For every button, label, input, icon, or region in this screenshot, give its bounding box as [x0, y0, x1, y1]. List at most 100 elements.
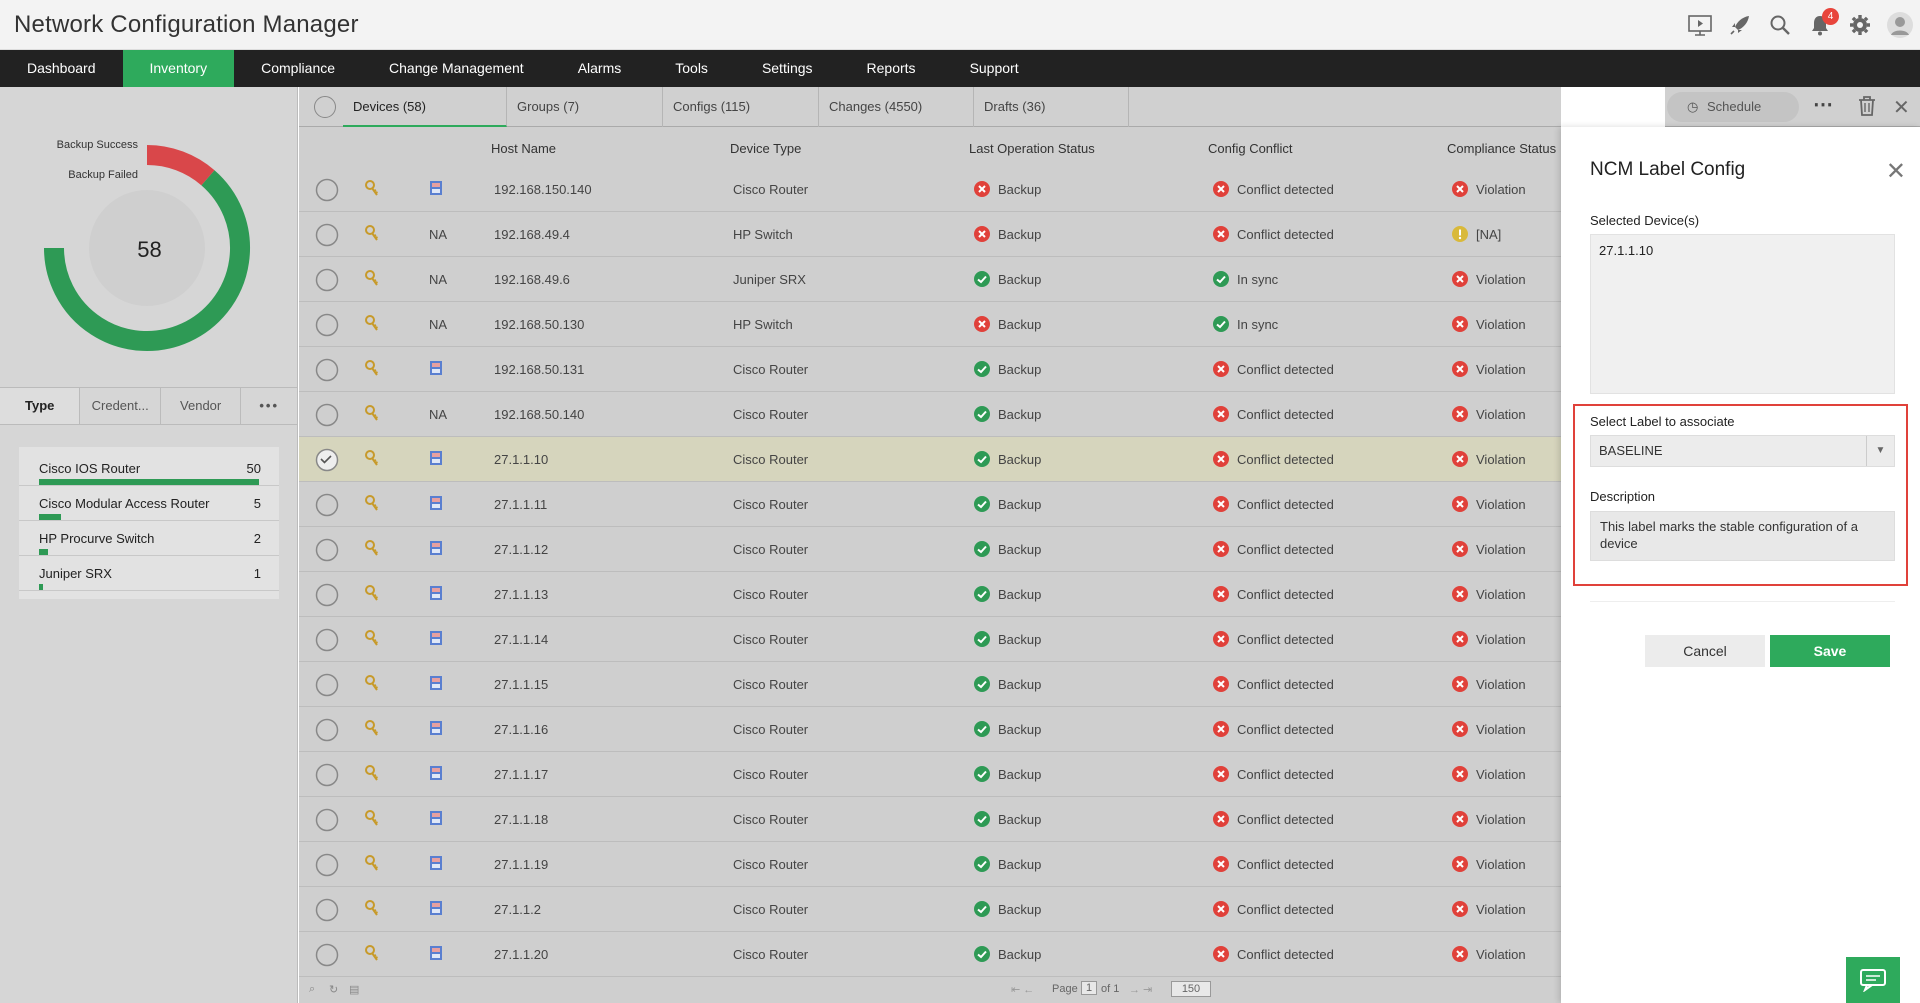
column-host-name[interactable]: Host Name [491, 141, 557, 156]
close-icon[interactable]: ✕ [1885, 158, 1906, 185]
device-config-icon[interactable] [429, 720, 443, 736]
device-type-item[interactable]: HP Procurve Switch 2 [19, 521, 279, 556]
tab-changes[interactable]: Changes (4550) [819, 87, 974, 127]
device-config-icon[interactable] [429, 630, 443, 646]
nav-reports[interactable]: Reports [866, 60, 916, 76]
host-name[interactable]: 27.1.1.10 [494, 452, 549, 467]
nav-compliance[interactable]: Compliance [261, 60, 336, 76]
table-row[interactable]: 192.168.150.140 Cisco Router Backup Conf… [299, 167, 1561, 212]
row-select-checkbox[interactable] [315, 763, 339, 787]
host-name[interactable]: 27.1.1.14 [494, 632, 549, 647]
row-select-checkbox[interactable] [315, 943, 339, 967]
row-select-checkbox[interactable] [315, 313, 339, 337]
row-select-checkbox[interactable] [315, 853, 339, 877]
table-row[interactable]: NA 192.168.49.6 Juniper SRX Backup In sy… [299, 257, 1561, 302]
row-select-checkbox[interactable] [315, 358, 339, 382]
credentials-key-icon[interactable] [364, 855, 380, 873]
table-row[interactable]: 192.168.50.131 Cisco Router Backup Confl… [299, 347, 1561, 392]
device-config-icon[interactable] [429, 495, 443, 511]
table-row[interactable]: 27.1.1.19 Cisco Router Backup Conflict d… [299, 842, 1561, 887]
schedule-button[interactable]: ◷ Schedule [1667, 92, 1799, 122]
host-name[interactable]: 192.168.50.131 [494, 362, 585, 377]
column-config-conflict[interactable]: Config Conflict [1208, 141, 1293, 156]
table-row[interactable]: NA 192.168.50.130 HP Switch Backup In sy… [299, 302, 1561, 347]
table-row[interactable]: 27.1.1.12 Cisco Router Backup Conflict d… [299, 527, 1561, 572]
host-name[interactable]: 192.168.50.140 [494, 407, 585, 422]
nav-dashboard[interactable]: Dashboard [27, 60, 96, 76]
table-row[interactable]: NA 192.168.50.140 Cisco Router Backup Co… [299, 392, 1561, 437]
row-select-checkbox[interactable] [315, 223, 339, 247]
page-number-input[interactable]: 1 [1081, 981, 1097, 995]
credentials-key-icon[interactable] [364, 945, 380, 963]
host-name[interactable]: 27.1.1.2 [494, 902, 541, 917]
tab-drafts[interactable]: Drafts (36) [974, 87, 1129, 127]
refresh-icon[interactable]: ↻ [329, 984, 339, 996]
cancel-button[interactable]: Cancel [1645, 635, 1765, 667]
device-config-icon[interactable] [429, 450, 443, 466]
credentials-key-icon[interactable] [364, 720, 380, 738]
table-row[interactable]: 27.1.1.14 Cisco Router Backup Conflict d… [299, 617, 1561, 662]
credentials-key-icon[interactable] [364, 765, 380, 783]
device-config-icon[interactable] [429, 360, 443, 376]
table-row[interactable]: 27.1.1.20 Cisco Router Backup Conflict d… [299, 932, 1561, 977]
table-row[interactable]: 27.1.1.18 Cisco Router Backup Conflict d… [299, 797, 1561, 842]
export-icon[interactable]: ▤ [349, 984, 360, 996]
row-select-checkbox[interactable] [315, 673, 339, 697]
backup-success-slice[interactable] [44, 170, 250, 351]
device-type-item[interactable]: Juniper SRX 1 [19, 556, 279, 591]
settings-gear-icon[interactable] [1840, 0, 1880, 50]
credentials-key-icon[interactable] [364, 270, 380, 288]
selected-devices-field[interactable]: 27.1.1.10 [1590, 234, 1895, 394]
backup-failed-slice[interactable] [146, 145, 215, 186]
description-textarea[interactable]: This label marks the stable configuratio… [1590, 511, 1895, 561]
rows-per-page-select[interactable]: 150 [1171, 981, 1211, 997]
table-row[interactable]: NA 192.168.49.4 HP Switch Backup Conflic… [299, 212, 1561, 257]
row-select-checkbox[interactable] [315, 583, 339, 607]
column-compliance-status[interactable]: Compliance Status [1447, 141, 1557, 156]
credentials-key-icon[interactable] [364, 630, 380, 648]
row-select-checkbox[interactable] [315, 448, 339, 472]
table-row[interactable]: 27.1.1.10 Cisco Router Backup Conflict d… [299, 437, 1561, 482]
credentials-key-icon[interactable] [364, 675, 380, 693]
chevron-down-icon[interactable]: ▼ [1866, 436, 1894, 466]
host-name[interactable]: 27.1.1.20 [494, 947, 549, 962]
table-row[interactable]: 27.1.1.11 Cisco Router Backup Conflict d… [299, 482, 1561, 527]
tab-devices[interactable]: Devices (58) [343, 87, 507, 127]
credentials-key-icon[interactable] [364, 180, 380, 198]
nav-alarms[interactable]: Alarms [577, 60, 622, 76]
first-page-icon[interactable]: ⇤ ← [1011, 984, 1035, 996]
host-name[interactable]: 27.1.1.11 [494, 497, 548, 512]
backup-status-donut-chart[interactable] [22, 123, 272, 373]
host-name[interactable]: 192.168.50.130 [494, 317, 585, 332]
user-avatar-icon[interactable] [1880, 0, 1920, 50]
search-icon[interactable] [1760, 0, 1800, 50]
host-name[interactable]: 27.1.1.15 [494, 677, 549, 692]
tab-vendor[interactable]: Vendor [161, 388, 242, 424]
nav-inventory[interactable]: Inventory [122, 50, 235, 87]
device-config-icon[interactable] [429, 945, 443, 961]
host-name[interactable]: 27.1.1.13 [494, 587, 549, 602]
credentials-key-icon[interactable] [364, 225, 380, 243]
credentials-key-icon[interactable] [364, 900, 380, 918]
select-all-checkbox[interactable] [314, 96, 336, 118]
host-name[interactable]: 27.1.1.18 [494, 812, 549, 827]
host-name[interactable]: 192.168.49.6 [494, 272, 570, 287]
rocket-icon[interactable] [1720, 0, 1760, 50]
credentials-key-icon[interactable] [364, 495, 380, 513]
last-page-icon[interactable]: → ⇥ [1129, 984, 1153, 996]
device-config-icon[interactable] [429, 900, 443, 916]
more-actions-icon[interactable]: ⋯ [1813, 94, 1834, 116]
row-select-checkbox[interactable] [315, 403, 339, 427]
row-select-checkbox[interactable] [315, 898, 339, 922]
table-row[interactable]: 27.1.1.17 Cisco Router Backup Conflict d… [299, 752, 1561, 797]
table-row[interactable]: 27.1.1.2 Cisco Router Backup Conflict de… [299, 887, 1561, 932]
host-name[interactable]: 192.168.150.140 [494, 182, 592, 197]
row-select-checkbox[interactable] [315, 268, 339, 292]
row-select-checkbox[interactable] [315, 538, 339, 562]
device-type-item[interactable]: Cisco IOS Router 50 [19, 451, 279, 486]
close-icon[interactable]: ✕ [1893, 97, 1910, 119]
table-row[interactable]: 27.1.1.15 Cisco Router Backup Conflict d… [299, 662, 1561, 707]
device-type-item[interactable]: Cisco Modular Access Router 5 [19, 486, 279, 521]
search-icon[interactable]: ⌕ [309, 983, 316, 995]
host-name[interactable]: 27.1.1.12 [494, 542, 549, 557]
